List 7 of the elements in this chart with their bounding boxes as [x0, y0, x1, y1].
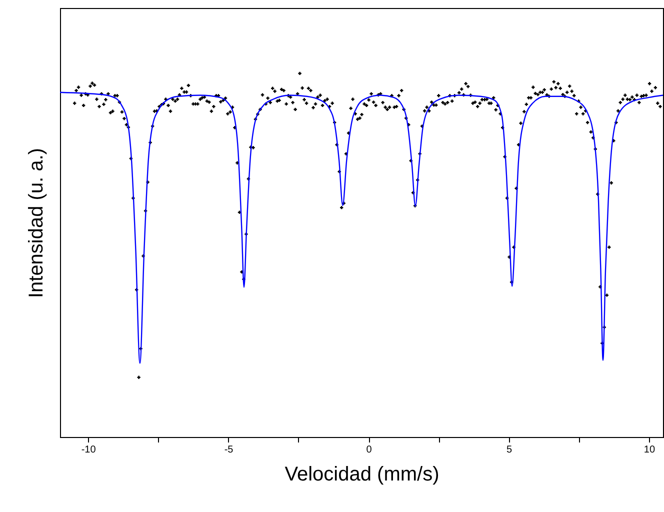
- x-tick-label: 10: [644, 444, 656, 456]
- x-tick-label: 5: [506, 444, 512, 456]
- x-tick-label: 0: [366, 444, 372, 456]
- x-axis-title: Velocidad (mm/s): [284, 464, 440, 486]
- x-tick-label: -5: [224, 444, 234, 456]
- x-tick-label: -10: [81, 444, 96, 456]
- y-axis-title: Intensidad (u. a.): [26, 148, 48, 298]
